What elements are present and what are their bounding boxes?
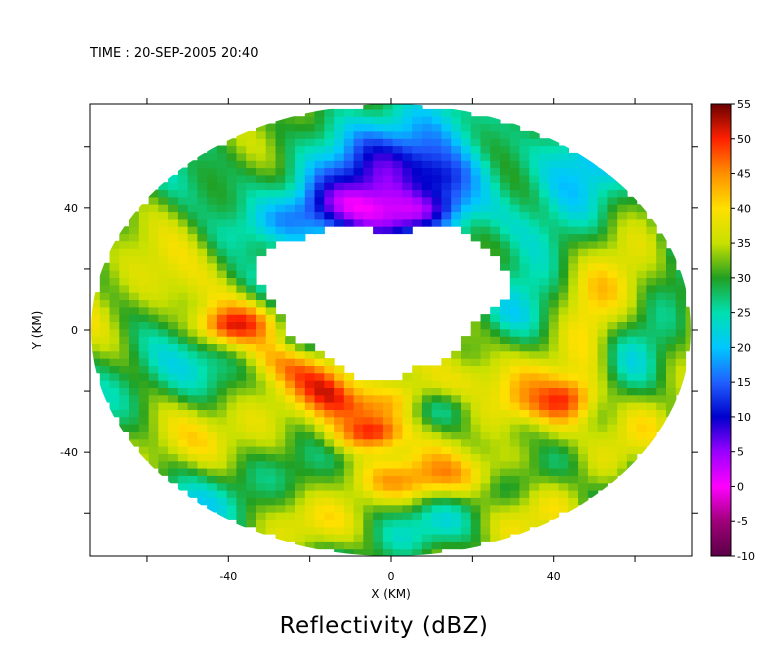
- x-tick-label: -40: [219, 570, 237, 583]
- x-tick-label: 0: [388, 570, 395, 583]
- colorbar-tick-label: 55: [737, 98, 751, 111]
- colorbar-tick-label: 50: [737, 133, 751, 146]
- colorbar-tick-label: -10: [737, 550, 755, 563]
- colorbar-tick-label: 0: [737, 480, 744, 493]
- y-tick-label: -40: [60, 446, 78, 459]
- colorbar-tick-label: 40: [737, 202, 751, 215]
- y-tick-label: 40: [64, 202, 78, 215]
- colorbar-tick-label: 10: [737, 411, 751, 424]
- colorbar-tick-label: 25: [737, 307, 751, 320]
- colorbar-tick-label: 5: [737, 446, 744, 459]
- colorbar-tick-label: 20: [737, 341, 751, 354]
- colorbar-tick-label: 35: [737, 237, 751, 250]
- colorbar-scale: [710, 103, 732, 557]
- colorbar-tick-label: 45: [737, 168, 751, 181]
- colorbar-tick-label: -5: [737, 515, 748, 528]
- x-axis-label: X (KM): [371, 587, 411, 601]
- y-axis: -40 0 40: [60, 146, 698, 514]
- chart-title: Reflectivity (dBZ): [279, 613, 489, 639]
- reflectivity-field: [91, 104, 691, 556]
- y-axis-label: Y (KM): [30, 311, 44, 351]
- x-axis: -40 0 40: [146, 98, 636, 583]
- time-label: TIME : 20-SEP-2005 20:40: [90, 46, 259, 61]
- y-tick-label: 0: [71, 324, 78, 337]
- colorbar-tick-label: 30: [737, 272, 751, 285]
- colorbar-tick-label: 15: [737, 376, 751, 389]
- x-tick-label: 40: [547, 570, 561, 583]
